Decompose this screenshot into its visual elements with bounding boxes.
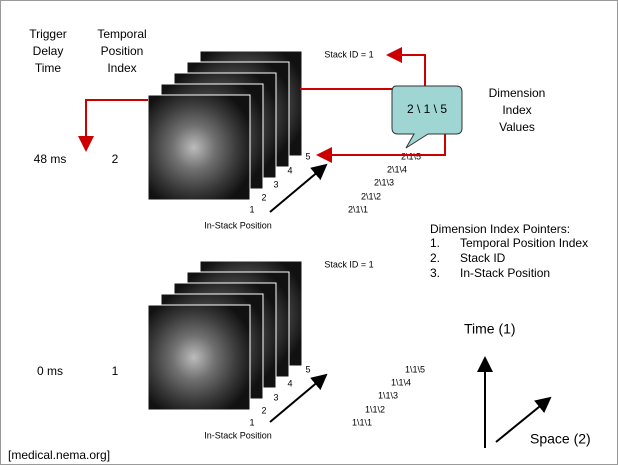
label: Position [101,44,144,58]
label: Values [499,120,535,134]
label: 1\1\5 [405,364,425,374]
label: In-Stack Position [204,430,272,440]
label: [medical.nema.org] [8,448,110,462]
label: In-Stack Position [460,266,550,280]
label: Temporal [97,27,146,41]
label: 2\1\2 [361,191,381,201]
label: Index [107,61,136,75]
label: 2 \ 1 \ 5 [407,102,447,116]
label: Trigger [29,27,67,41]
label: 1\1\2 [365,404,385,414]
speech-bubble [392,86,462,148]
label: 5 [305,151,310,161]
label: 3 [273,392,278,402]
label: 1\1\3 [378,390,398,400]
label: 2 [261,192,266,202]
label: Stack ID [460,251,506,265]
label: 1 [249,204,254,214]
label: 3. [430,266,440,280]
mri-slice [148,95,250,200]
label: 1 [249,417,254,427]
label: In-Stack Position [204,220,272,230]
label: 4 [287,165,292,175]
diagram: TriggerTemporalDelayPositionTimeIndex123… [0,0,618,465]
label: 2. [430,251,440,265]
label: 5 [305,364,310,374]
label: Temporal Position Index [460,236,588,250]
label: 3 [273,179,278,189]
label: 1\1\1 [352,417,372,427]
label: 2 [112,152,119,166]
label: 48 ms [34,152,67,166]
red-arrow [86,100,148,150]
label: 2\1\5 [401,151,421,161]
label: 0 ms [37,364,63,378]
label: 2\1\4 [387,164,407,174]
label: 2\1\3 [374,177,394,187]
red-arrow [300,89,405,100]
label: Time [35,61,62,75]
label: 1. [430,236,440,250]
label: Delay [33,44,64,58]
label: 1\1\4 [391,377,411,387]
label: 2 [261,405,266,415]
label: Dimension [489,86,546,100]
label: Stack ID = 1 [324,49,373,59]
mri-slice [148,305,250,410]
label: Space (2) [530,431,591,447]
label: Index [502,103,531,117]
label: 4 [287,378,292,388]
label: Stack ID = 1 [324,259,373,269]
label: Dimension Index Pointers: [430,222,570,236]
label: Time (1) [464,321,516,337]
label: 2\1\1 [348,204,368,214]
label: 1 [112,364,119,378]
